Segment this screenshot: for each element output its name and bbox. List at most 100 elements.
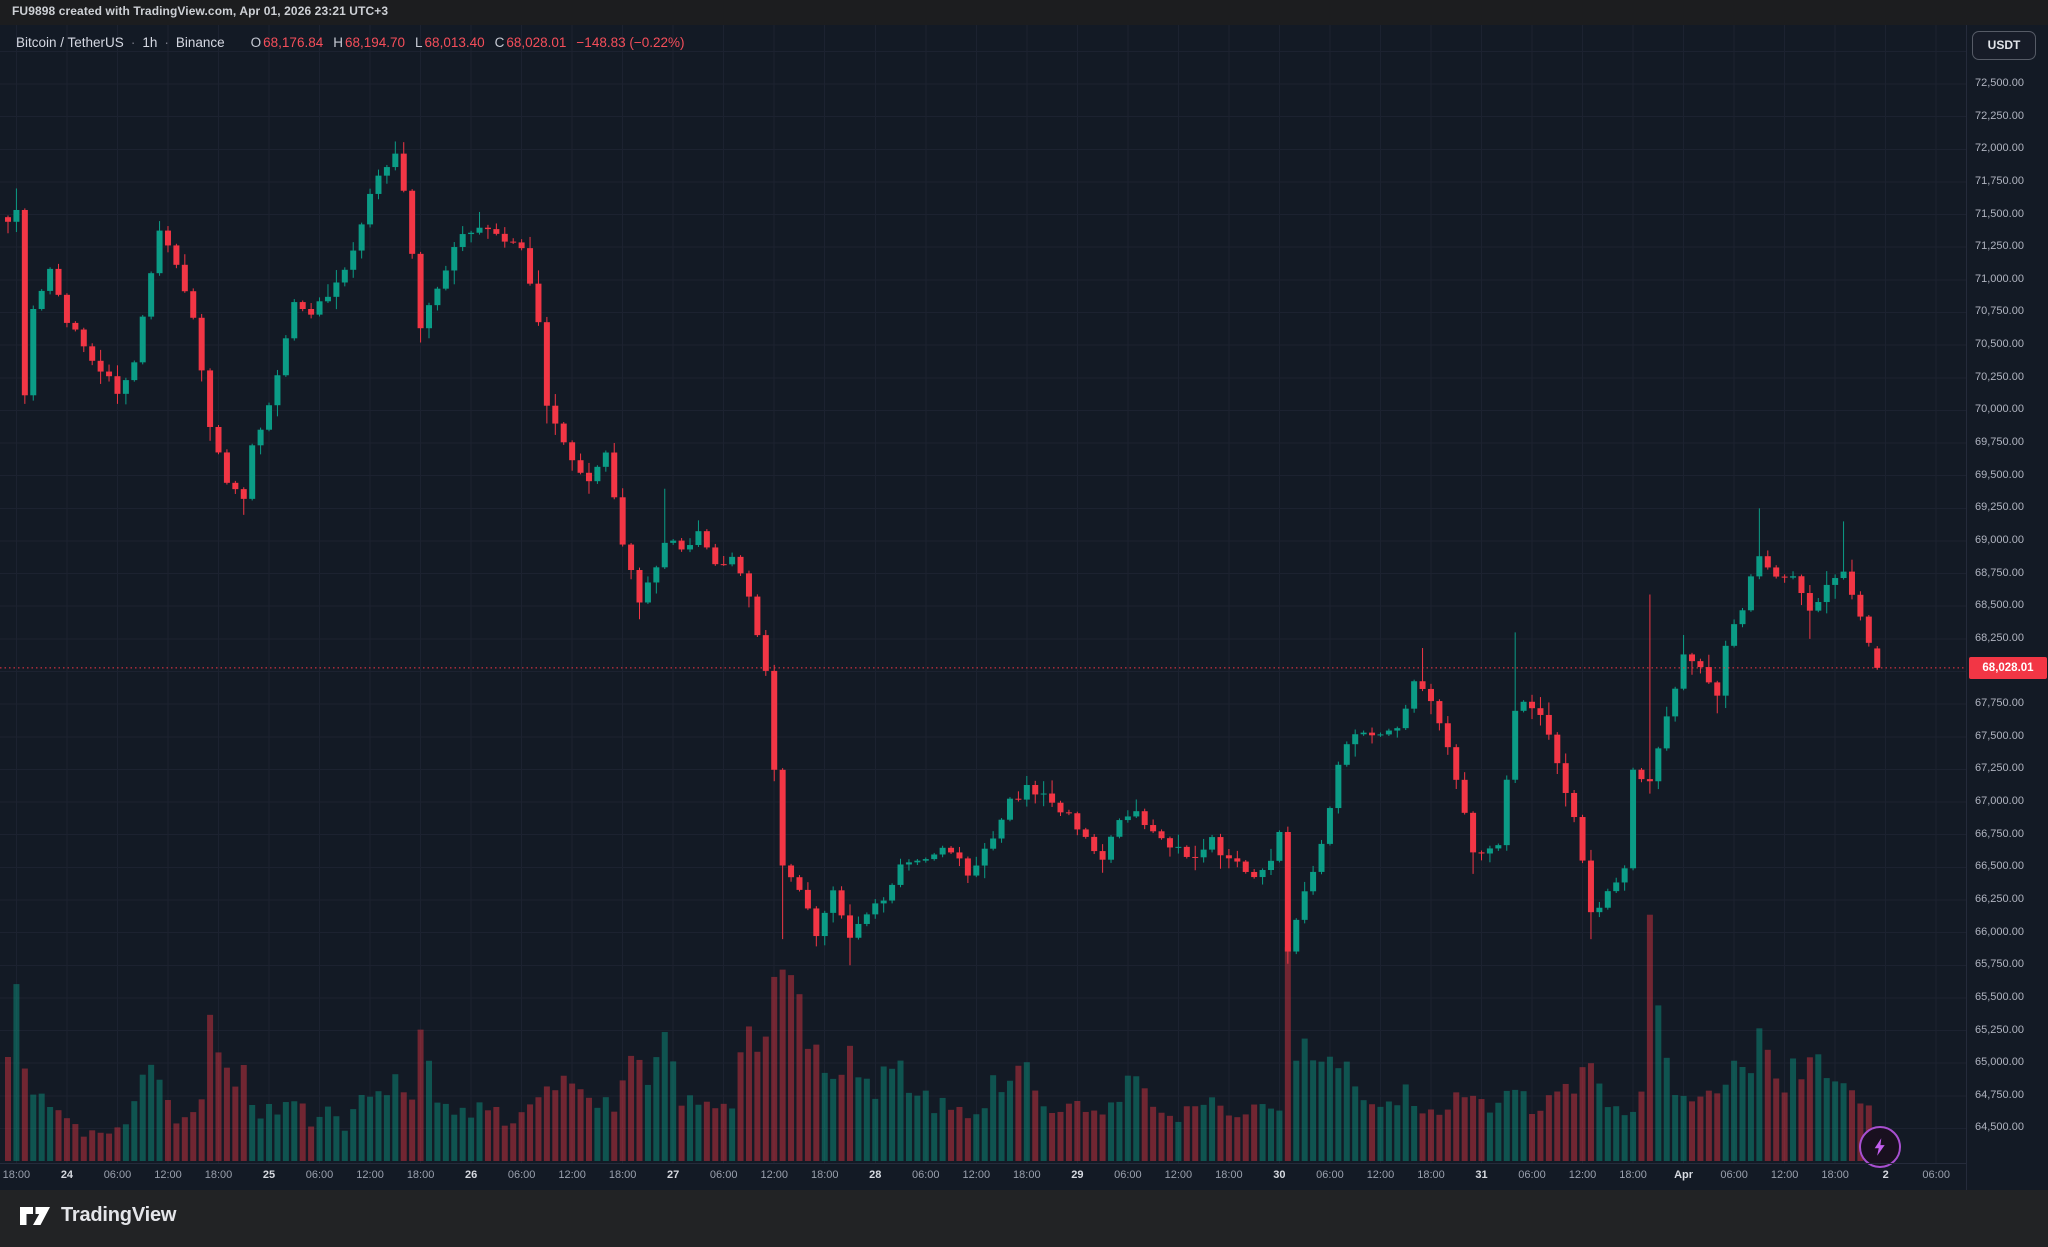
price-axis-label: 71,250.00 xyxy=(1975,240,2024,253)
price-axis-label: 72,000.00 xyxy=(1975,142,2024,155)
time-axis-label: 26 xyxy=(464,1169,478,1181)
price-axis-label: 66,750.00 xyxy=(1975,827,2024,840)
symbol-legend: Bitcoin / TetherUS · 1h · Binance O 68,17… xyxy=(16,32,685,52)
lightning-icon xyxy=(1874,1138,1885,1156)
time-axis-label: 18:00 xyxy=(1821,1169,1849,1181)
candlestick-plot[interactable] xyxy=(0,25,1966,1163)
high-label: H xyxy=(333,34,343,50)
tradingview-logo[interactable]: TradingView xyxy=(18,1202,176,1229)
close-value: 68,028.01 xyxy=(506,34,567,50)
price-axis-label: 65,750.00 xyxy=(1975,958,2024,971)
price-axis-label: 70,750.00 xyxy=(1975,305,2024,318)
price-axis-label: 72,500.00 xyxy=(1975,77,2024,89)
time-axis-label: 30 xyxy=(1273,1169,1286,1181)
ohlc-values: O 68,176.84 H 68,194.70 L 68,013.40 C 68,028… xyxy=(241,35,567,50)
time-axis-label: 12:00 xyxy=(1568,1169,1597,1181)
price-axis-label: 69,250.00 xyxy=(1975,501,2024,514)
time-axis-label: 12:00 xyxy=(1366,1169,1395,1181)
time-axis-label: 24 xyxy=(60,1169,74,1181)
price-axis-label: 64,500.00 xyxy=(1975,1121,2024,1134)
attribution-text: FU9898 created with TradingView.com, Apr… xyxy=(12,4,389,18)
price-axis-label: 67,750.00 xyxy=(1975,697,2024,710)
tradingview-logo-icon xyxy=(20,1207,50,1225)
time-axis-label: 12:00 xyxy=(962,1169,991,1181)
price-axis-label: 71,750.00 xyxy=(1975,174,2024,187)
time-axis-label: 25 xyxy=(262,1169,276,1181)
time-axis-label: 06:00 xyxy=(1518,1169,1546,1181)
attribution-bar: FU9898 created with TradingView.com, Apr… xyxy=(0,0,2048,25)
time-axis-label: 06:00 xyxy=(507,1169,536,1181)
footer-bar: TradingView xyxy=(0,1190,2048,1247)
time-axis-label: 18:00 xyxy=(204,1169,233,1181)
time-axis-label: 06:00 xyxy=(1316,1169,1344,1181)
time-axis-label: 06:00 xyxy=(103,1169,132,1181)
price-axis-label: 69,500.00 xyxy=(1975,468,2024,481)
price-axis-label: 70,250.00 xyxy=(1975,370,2024,383)
price-axis-label: 68,500.00 xyxy=(1975,599,2024,612)
price-axis-label: 65,500.00 xyxy=(1975,990,2024,1003)
price-axis-label: 72,250.00 xyxy=(1975,109,2024,122)
price-axis-label: 71,500.00 xyxy=(1975,207,2024,220)
time-axis-label: 27 xyxy=(667,1169,680,1181)
change-value: −148.83 (−0.22%) xyxy=(576,34,685,50)
time-axis-label: 31 xyxy=(1475,1169,1488,1181)
price-axis-label: 71,000.00 xyxy=(1975,272,2024,285)
time-axis-label: 12:00 xyxy=(1164,1169,1193,1181)
go-to-realtime-button[interactable] xyxy=(1859,1126,1901,1168)
open-label: O xyxy=(250,34,262,50)
time-axis-label: Apr xyxy=(1674,1169,1694,1181)
time-axis-label: 18:00 xyxy=(406,1169,435,1181)
time-axis-label: 06:00 xyxy=(912,1169,940,1181)
last-price-tag: 68,028.01 xyxy=(1969,657,2047,679)
tradingview-logo-text: TradingView xyxy=(61,1204,177,1226)
time-axis-label: 28 xyxy=(869,1169,882,1181)
price-axis-label: 69,750.00 xyxy=(1975,436,2024,449)
time-axis-label: 18:00 xyxy=(1417,1169,1445,1181)
price-axis-label: 65,250.00 xyxy=(1975,1023,2024,1036)
low-label: L xyxy=(415,34,423,50)
price-axis-label: 66,000.00 xyxy=(1975,925,2024,938)
price-axis-label: 67,500.00 xyxy=(1975,729,2024,742)
chart-area: Bitcoin / TetherUS · 1h · Binance O 68,17… xyxy=(0,25,2048,1190)
close-label: C xyxy=(494,34,505,50)
price-axis-label: 67,250.00 xyxy=(1975,762,2024,775)
time-axis-label: 12:00 xyxy=(558,1169,586,1181)
low-value: 68,013.40 xyxy=(424,34,485,50)
interval-label[interactable]: 1h xyxy=(142,34,158,50)
currency-toggle-button[interactable]: USDT xyxy=(1972,31,2036,60)
price-axis-label: 66,500.00 xyxy=(1975,860,2024,873)
time-axis-label: 18:00 xyxy=(1619,1169,1647,1181)
time-axis-label: 06:00 xyxy=(1720,1169,1748,1181)
time-axis-label: 2 xyxy=(1882,1169,1889,1181)
price-axis-label: 64,750.00 xyxy=(1975,1088,2024,1101)
time-axis-label: 12:00 xyxy=(356,1169,384,1181)
time-axis[interactable]: 18:00 24 06:00 12:00 18:00 25 06:00 12:00 18:00 2… xyxy=(0,1163,1966,1190)
price-axis-label: 68,750.00 xyxy=(1975,566,2024,579)
open-value: 68,176.84 xyxy=(263,34,324,50)
time-axis-label: 06:00 xyxy=(1114,1169,1142,1181)
time-axis-label: 18:00 xyxy=(810,1169,839,1181)
price-axis-label: 70,500.00 xyxy=(1975,338,2024,351)
price-axis-label: 68,250.00 xyxy=(1975,631,2024,644)
time-axis-label: 12:00 xyxy=(760,1169,788,1181)
price-axis-label: 70,000.00 xyxy=(1975,403,2024,416)
price-axis-label: 66,250.00 xyxy=(1975,893,2024,905)
price-axis[interactable]: USDT 68,028.01 72,500.00 72,250.00 72,000.… xyxy=(1966,25,2048,1190)
time-axis-label: 18:00 xyxy=(1013,1169,1041,1181)
price-axis-label: 65,000.00 xyxy=(1975,1056,2024,1069)
time-axis-label: 29 xyxy=(1071,1169,1084,1181)
price-axis-label: 69,000.00 xyxy=(1975,533,2024,546)
time-axis-label: 12:00 xyxy=(154,1169,182,1181)
exchange-label: Binance xyxy=(175,34,225,50)
high-value: 68,194.70 xyxy=(344,34,406,50)
legend-separator: · xyxy=(164,34,169,50)
time-axis-label: 18:00 xyxy=(608,1169,637,1181)
time-axis-label: 18:00 xyxy=(1215,1169,1243,1181)
time-axis-label: 18:00 xyxy=(2,1169,31,1181)
time-axis-label: 06:00 xyxy=(1922,1169,1950,1181)
symbol-title[interactable]: Bitcoin / TetherUS xyxy=(16,34,124,50)
time-axis-label: 12:00 xyxy=(1770,1169,1799,1181)
time-axis-label: 06:00 xyxy=(709,1169,738,1181)
legend-separator: · xyxy=(130,34,136,50)
